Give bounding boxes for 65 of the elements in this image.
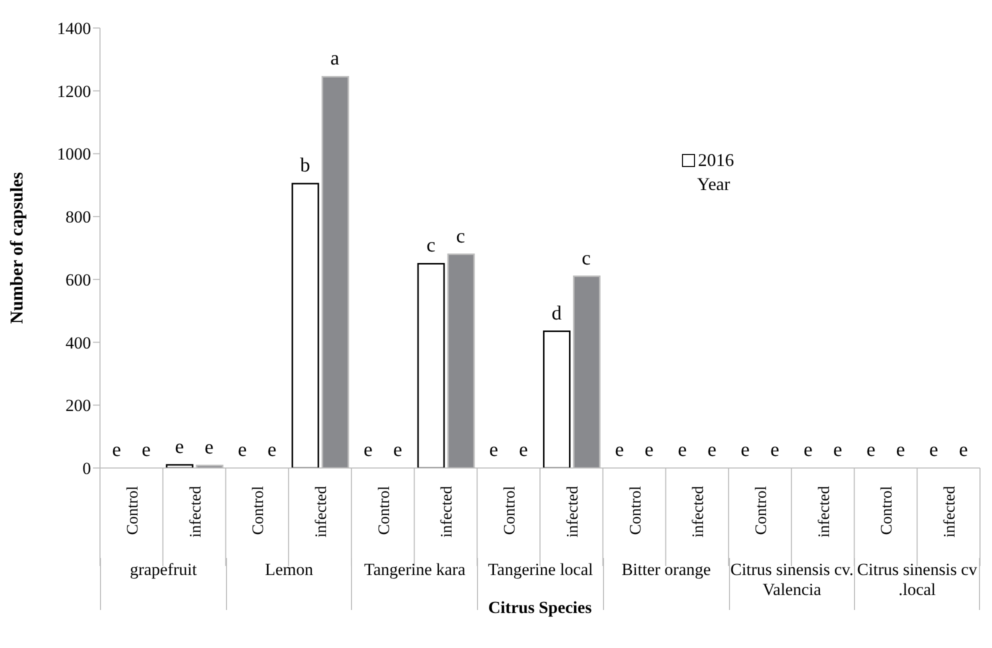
data-label: e bbox=[833, 439, 842, 461]
data-label: e bbox=[142, 439, 151, 461]
bar bbox=[292, 182, 320, 468]
x-tick-label: Control bbox=[502, 485, 519, 535]
data-label: e bbox=[175, 436, 184, 458]
data-label: e bbox=[740, 439, 750, 461]
x-tick-label: infected bbox=[313, 486, 330, 538]
legend-title: Year bbox=[696, 173, 732, 196]
y-tick-label: 600 bbox=[66, 270, 91, 290]
data-label: c bbox=[456, 225, 466, 248]
data-label: b bbox=[300, 154, 310, 177]
data-label: e bbox=[644, 439, 654, 461]
y-tick-label: 200 bbox=[66, 396, 91, 416]
x-tick-label: Control bbox=[124, 485, 142, 535]
data-label: e bbox=[929, 439, 938, 461]
text: Bitter orange bbox=[620, 559, 712, 580]
text: grapefruit bbox=[128, 559, 198, 580]
x-tick-label: infected bbox=[816, 486, 833, 538]
x-tick-label: Control bbox=[376, 485, 393, 535]
data-label: e bbox=[708, 439, 717, 461]
x-tick-label: Control bbox=[878, 485, 896, 535]
x-axis-title: Citrus Species bbox=[487, 598, 593, 618]
data-label: a bbox=[330, 48, 340, 70]
x-tick-label: infected bbox=[942, 486, 959, 538]
x-tick-label: infected bbox=[564, 486, 582, 538]
x-tick-label: Control bbox=[250, 485, 268, 535]
text: Citrus sinensis cv. Valencia bbox=[730, 559, 854, 600]
data-label: e bbox=[364, 439, 373, 461]
data-label: e bbox=[770, 439, 780, 461]
data-label: c bbox=[582, 247, 591, 270]
text: Citrus sinensis cv .local bbox=[856, 559, 978, 600]
data-label: e bbox=[204, 436, 214, 458]
data-label: e bbox=[393, 439, 402, 461]
data-label: e bbox=[238, 439, 247, 461]
data-label: e bbox=[678, 439, 687, 461]
text: Lemon bbox=[264, 559, 314, 580]
legend-label: 2016 bbox=[698, 149, 734, 172]
data-label: c bbox=[426, 234, 436, 257]
y-tick-label: 0 bbox=[82, 459, 91, 478]
y-tick-label: 1000 bbox=[57, 144, 91, 164]
y-tick-label: 1200 bbox=[57, 82, 91, 101]
y-tick-label: 1400 bbox=[57, 19, 91, 38]
data-label: e bbox=[896, 439, 906, 461]
data-label: e bbox=[866, 439, 876, 461]
data-label: d bbox=[552, 302, 562, 324]
data-label: e bbox=[112, 439, 122, 461]
bar bbox=[166, 464, 194, 468]
x-tick-label: infected bbox=[690, 486, 708, 538]
data-label: e bbox=[268, 439, 277, 461]
data-label: e bbox=[518, 439, 528, 461]
y-tick-label: 800 bbox=[66, 208, 91, 227]
bar bbox=[543, 330, 571, 468]
text: Tangerine kara bbox=[363, 559, 466, 580]
data-label: e bbox=[958, 439, 968, 461]
data-label: e bbox=[804, 439, 813, 461]
bar bbox=[417, 262, 445, 468]
y-tick-label: 400 bbox=[66, 333, 91, 352]
x-tick-label: Control bbox=[753, 485, 770, 535]
x-tick-label: Control bbox=[627, 485, 644, 535]
y-axis-title: Number of capsules bbox=[6, 172, 26, 324]
x-tick-label: infected bbox=[187, 486, 204, 538]
data-label: e bbox=[489, 439, 498, 461]
x-tick-label: infected bbox=[438, 486, 456, 538]
data-label: e bbox=[615, 439, 624, 461]
text: Tangerine local bbox=[486, 559, 594, 580]
